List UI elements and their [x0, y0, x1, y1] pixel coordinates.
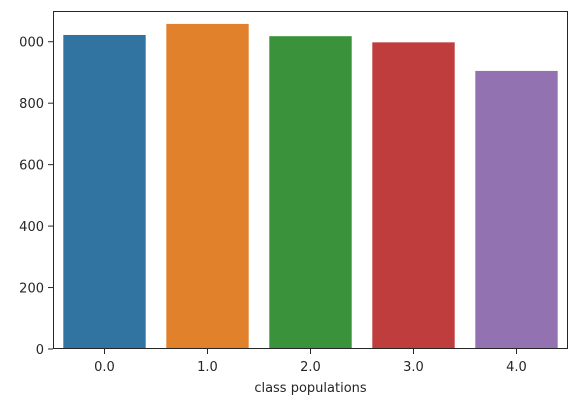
axes-group: [53, 11, 568, 349]
bars-group: [63, 23, 558, 350]
bar-4-0: [475, 70, 558, 349]
y-tick-label: 200: [19, 282, 44, 297]
x-tick-label: 4.0: [506, 360, 527, 375]
x-ticks-group: 0.0 1.0 2.0 3.0 4.0: [94, 349, 527, 375]
x-tick-label: 3.0: [403, 360, 424, 375]
y-tick-label: 400: [19, 220, 44, 235]
y-tick-label: 600: [19, 159, 44, 174]
bar-1-0: [166, 23, 249, 349]
x-tick-label: 2.0: [300, 360, 321, 375]
bar-3-0: [372, 42, 455, 349]
y-ticks-group: 0 200 400 600 800 000: [19, 36, 53, 358]
x-tick-label: 1.0: [197, 360, 218, 375]
y-tick-label: 0: [36, 343, 44, 358]
y-tick-label: 800: [19, 97, 44, 112]
x-axis-label: class populations: [254, 381, 367, 396]
bar-0-0: [63, 34, 146, 349]
x-tick-label: 0.0: [94, 360, 115, 375]
y-tick-label: 000: [19, 36, 44, 51]
bar-2-0: [269, 36, 352, 350]
